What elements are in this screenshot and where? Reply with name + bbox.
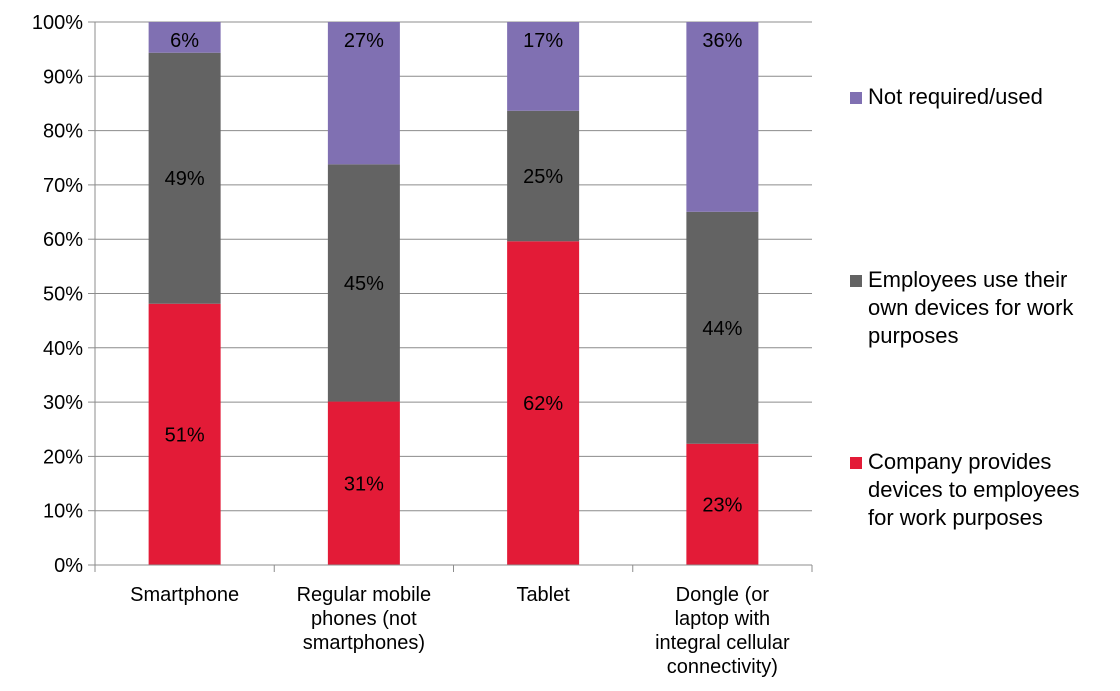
legend-item-employees-own-devices: Employees use their own devices for work…	[850, 266, 1118, 350]
bar-segment	[327, 401, 400, 565]
legend: Not required/used Employees use their ow…	[850, 0, 1120, 691]
legend-item-not-required: Not required/used	[850, 83, 1118, 111]
bars	[148, 22, 759, 566]
y-axis-tick-label: 100%	[32, 12, 83, 34]
bar-data-label: 23%	[702, 494, 742, 516]
x-axis-tick-label: Smartphone	[130, 584, 239, 606]
bar-labels: 51% 49% 6% 31% 45% 27% 62% 25% 17% 23% 44% 36%	[165, 30, 743, 516]
y-axis-tick-label: 0%	[54, 555, 83, 577]
bar-segment	[327, 22, 400, 165]
legend-swatch-employees-own-devices	[850, 275, 862, 287]
bar-data-label: 45%	[344, 273, 384, 295]
legend-swatch-not-required	[850, 92, 862, 104]
legend-label-not-required: Not required/used	[868, 84, 1043, 109]
bar-segment	[686, 22, 759, 212]
x-axis-tick-labels: Smartphone Regular mobile phones (not smart…	[130, 584, 790, 678]
bar-segment	[148, 52, 221, 304]
bar-segment	[148, 303, 221, 565]
y-axis-tick-label: 30%	[43, 392, 83, 414]
bar-data-label: 27%	[344, 30, 384, 52]
bar-data-label: 62%	[523, 393, 563, 415]
legend-label-company-provides: Company provides devices to employees fo…	[868, 449, 1080, 530]
bar-data-label: 44%	[702, 318, 742, 340]
y-axis-tick-label: 10%	[43, 501, 83, 523]
y-axis-tick-label: 20%	[43, 446, 83, 468]
y-axis-tick-label: 80%	[43, 121, 83, 143]
bar-data-label: 49%	[165, 168, 205, 190]
bar-data-label: 6%	[170, 30, 199, 52]
y-axis-tick-label: 60%	[43, 229, 83, 251]
y-axis-tick-label: 50%	[43, 284, 83, 306]
x-axis-tick-label: Regular mobile phones (not smartphones)	[297, 584, 432, 654]
y-axis-tick-labels: 0% 10% 20% 30% 40% 50% 60% 70% 80% 90% 100%	[32, 12, 83, 577]
y-axis-tick-label: 90%	[43, 66, 83, 88]
bar-segment	[686, 443, 759, 565]
bar-data-label: 31%	[344, 473, 384, 495]
bar-segment	[507, 241, 580, 566]
bar-data-label: 17%	[523, 30, 563, 52]
x-axis-tick-label: Tablet	[516, 584, 570, 606]
axes	[88, 21, 813, 572]
y-axis-tick-label: 70%	[43, 175, 83, 197]
legend-swatch-company-provides	[850, 457, 862, 469]
legend-label-employees-own-devices: Employees use their own devices for work…	[868, 267, 1074, 348]
bar-data-label: 51%	[165, 424, 205, 446]
bar-segment	[148, 22, 221, 53]
x-axis-tick-label: Dongle (or laptop with integral cellular co…	[655, 584, 790, 678]
bar-segment	[507, 22, 580, 111]
y-axis-tick-label: 40%	[43, 338, 83, 360]
legend-item-company-provides: Company provides devices to employees fo…	[850, 448, 1118, 532]
bar-segment	[507, 110, 580, 242]
bar-data-label: 25%	[523, 166, 563, 188]
bar-data-label: 36%	[702, 30, 742, 52]
bar-segment	[327, 164, 400, 402]
bar-segment	[686, 211, 759, 444]
